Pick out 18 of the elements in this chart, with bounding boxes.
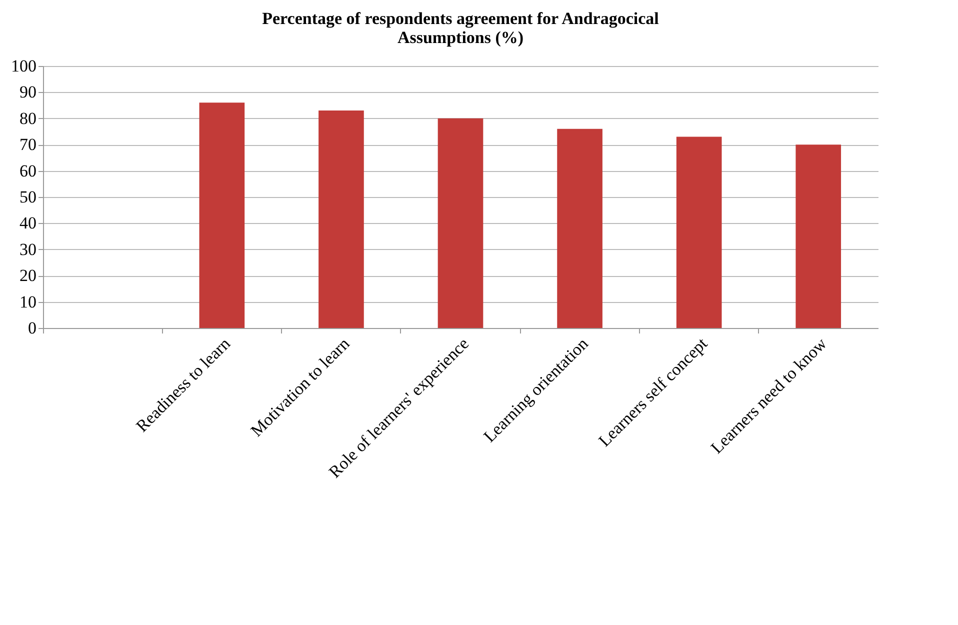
- y-tick-label: 70: [20, 135, 36, 154]
- y-tick-label: 0: [28, 318, 36, 338]
- y-tick-label: 30: [20, 240, 36, 259]
- bar: [438, 118, 484, 328]
- chart-title: Percentage of respondents agreement for Andragocical Assumptions (%): [262, 9, 660, 47]
- bar: [557, 128, 602, 328]
- y-tick-label: 80: [20, 108, 36, 128]
- y-tick-label: 40: [20, 214, 36, 233]
- bar: [676, 136, 722, 328]
- y-tick-label: 90: [20, 82, 36, 102]
- bar: [199, 102, 245, 328]
- y-tick-label: 20: [20, 266, 36, 286]
- y-tick-label: 50: [20, 188, 36, 206]
- y-tick-label: 10: [20, 292, 36, 312]
- y-tick-label: 60: [20, 161, 36, 180]
- y-tick-label: 100: [11, 56, 36, 76]
- bar: [796, 144, 842, 328]
- bar: [318, 110, 364, 328]
